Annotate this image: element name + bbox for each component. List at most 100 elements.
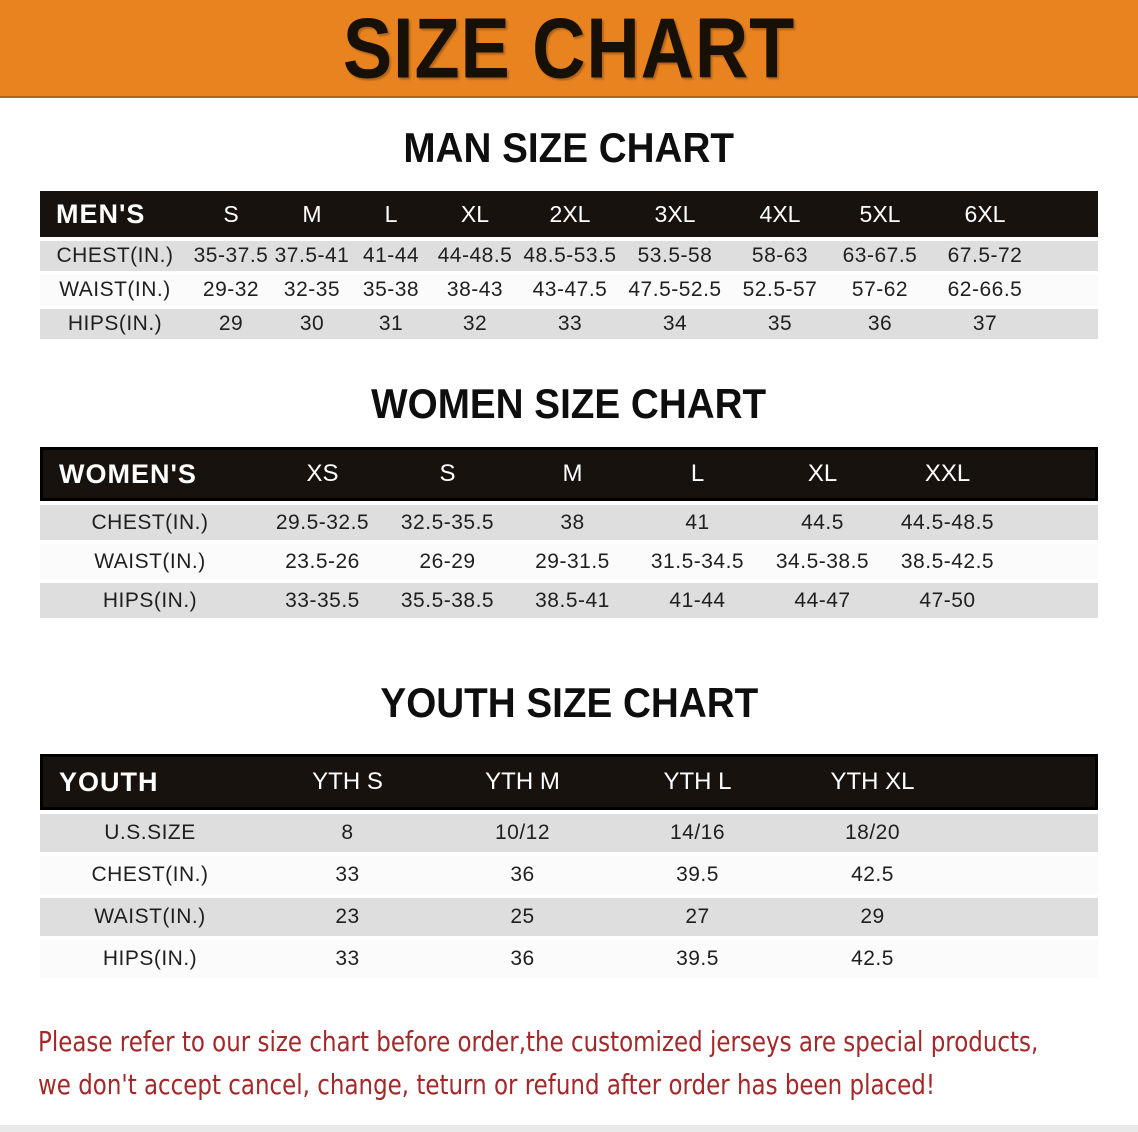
table-cell: 29.5-32.5 — [260, 505, 385, 540]
men-size-table: MEN'S S M L XL 2XL 3XL 4XL 5XL 6XL CHEST… — [40, 187, 1098, 343]
row-label: HIPS(IN.) — [40, 583, 260, 618]
spacer-cell — [1010, 505, 1098, 540]
row-label: WAIST(IN.) — [40, 898, 260, 936]
banner-title: SIZE CHART — [342, 0, 796, 96]
row-label: HIPS(IN.) — [40, 309, 190, 339]
size-column-header: S — [190, 191, 272, 237]
table-cell: 41-44 — [352, 241, 430, 271]
women-table-label: WOMEN'S — [40, 447, 260, 501]
table-cell: 29-32 — [190, 275, 272, 305]
size-column-header: XL — [760, 447, 885, 501]
spacer-cell — [1010, 544, 1098, 579]
women-heading-text: WOMEN SIZE CHART — [371, 380, 767, 427]
table-cell: 44.5 — [760, 505, 885, 540]
youth-header-row: YOUTH YTH S YTH M YTH L YTH XL — [40, 754, 1098, 810]
table-cell: 42.5 — [785, 940, 960, 978]
size-column-header: XXL — [885, 447, 1010, 501]
row-label: WAIST(IN.) — [40, 544, 260, 579]
row-label: CHEST(IN.) — [40, 241, 190, 271]
table-cell: 29 — [190, 309, 272, 339]
table-cell: 34 — [620, 309, 730, 339]
table-row: CHEST(IN.) 35-37.5 37.5-41 41-44 44-48.5… — [40, 241, 1098, 271]
table-cell: 43-47.5 — [520, 275, 620, 305]
size-column-header: YTH L — [610, 754, 785, 810]
table-cell: 8 — [260, 814, 435, 852]
table-row: CHEST(IN.) 29.5-32.5 32.5-35.5 38 41 44.… — [40, 505, 1098, 540]
table-cell: 14/16 — [610, 814, 785, 852]
size-column-header: S — [385, 447, 510, 501]
table-cell: 31.5-34.5 — [635, 544, 760, 579]
spacer-cell — [960, 940, 1098, 978]
spacer-cell — [1040, 241, 1098, 271]
spacer-cell — [1010, 447, 1098, 501]
size-column-header: L — [635, 447, 760, 501]
size-column-header: 2XL — [520, 191, 620, 237]
size-column-header: YTH M — [435, 754, 610, 810]
table-cell: 33 — [520, 309, 620, 339]
table-cell: 29-31.5 — [510, 544, 635, 579]
table-cell: 44-47 — [760, 583, 885, 618]
spacer-cell — [1040, 275, 1098, 305]
table-cell: 38-43 — [430, 275, 520, 305]
size-column-header: XL — [430, 191, 520, 237]
row-label: HIPS(IN.) — [40, 940, 260, 978]
women-section-heading: WOMEN SIZE CHART — [0, 383, 1138, 425]
table-cell: 29 — [785, 898, 960, 936]
youth-heading-text: YOUTH SIZE CHART — [380, 679, 758, 726]
table-cell: 36 — [435, 940, 610, 978]
table-row: HIPS(IN.) 33 36 39.5 42.5 — [40, 940, 1098, 978]
spacer-cell — [1040, 309, 1098, 339]
men-header-row: MEN'S S M L XL 2XL 3XL 4XL 5XL 6XL — [40, 191, 1098, 237]
spacer-cell — [960, 754, 1098, 810]
table-row: HIPS(IN.) 33-35.5 35.5-38.5 38.5-41 41-4… — [40, 583, 1098, 618]
spacer-cell — [1010, 583, 1098, 618]
table-row: U.S.SIZE 8 10/12 14/16 18/20 — [40, 814, 1098, 852]
table-cell: 32-35 — [272, 275, 352, 305]
table-cell: 18/20 — [785, 814, 960, 852]
footer-note: Please refer to our size chart before or… — [0, 1020, 1138, 1107]
size-column-header: 5XL — [830, 191, 930, 237]
size-column-header: M — [510, 447, 635, 501]
spacer-cell — [960, 898, 1098, 936]
table-cell: 34.5-38.5 — [760, 544, 885, 579]
size-column-header: L — [352, 191, 430, 237]
row-label: CHEST(IN.) — [40, 505, 260, 540]
women-table-wrap: WOMEN'S XS S M L XL XXL CHEST(IN.) 29.5-… — [0, 443, 1138, 622]
women-size-table: WOMEN'S XS S M L XL XXL CHEST(IN.) 29.5-… — [40, 443, 1098, 622]
table-cell: 58-63 — [730, 241, 830, 271]
table-row: HIPS(IN.) 29 30 31 32 33 34 35 36 37 — [40, 309, 1098, 339]
men-heading-text: MAN SIZE CHART — [403, 124, 735, 171]
size-column-header: XS — [260, 447, 385, 501]
table-row: WAIST(IN.) 23 25 27 29 — [40, 898, 1098, 936]
table-cell: 32.5-35.5 — [385, 505, 510, 540]
table-row: WAIST(IN.) 29-32 32-35 35-38 38-43 43-47… — [40, 275, 1098, 305]
table-cell: 35-38 — [352, 275, 430, 305]
table-cell: 26-29 — [385, 544, 510, 579]
table-cell: 25 — [435, 898, 610, 936]
table-cell: 39.5 — [610, 856, 785, 894]
table-cell: 36 — [830, 309, 930, 339]
spacer-cell — [1040, 191, 1098, 237]
size-column-header: M — [272, 191, 352, 237]
size-column-header: 3XL — [620, 191, 730, 237]
table-cell: 53.5-58 — [620, 241, 730, 271]
size-chart-banner: SIZE CHART — [0, 0, 1138, 98]
table-cell: 38.5-42.5 — [885, 544, 1010, 579]
spacer-cell — [960, 814, 1098, 852]
table-cell: 41-44 — [635, 583, 760, 618]
table-cell: 35-37.5 — [190, 241, 272, 271]
table-row: WAIST(IN.) 23.5-26 26-29 29-31.5 31.5-34… — [40, 544, 1098, 579]
size-column-header: YTH XL — [785, 754, 960, 810]
table-cell: 63-67.5 — [830, 241, 930, 271]
size-column-header: 6XL — [930, 191, 1040, 237]
table-cell: 23.5-26 — [260, 544, 385, 579]
women-header-row: WOMEN'S XS S M L XL XXL — [40, 447, 1098, 501]
table-cell: 33-35.5 — [260, 583, 385, 618]
men-table-wrap: MEN'S S M L XL 2XL 3XL 4XL 5XL 6XL CHEST… — [0, 187, 1138, 343]
table-cell: 33 — [260, 940, 435, 978]
table-cell: 35 — [730, 309, 830, 339]
table-cell: 37.5-41 — [272, 241, 352, 271]
youth-table-wrap: YOUTH YTH S YTH M YTH L YTH XL U.S.SIZE … — [0, 750, 1138, 982]
table-cell: 44.5-48.5 — [885, 505, 1010, 540]
table-cell: 48.5-53.5 — [520, 241, 620, 271]
